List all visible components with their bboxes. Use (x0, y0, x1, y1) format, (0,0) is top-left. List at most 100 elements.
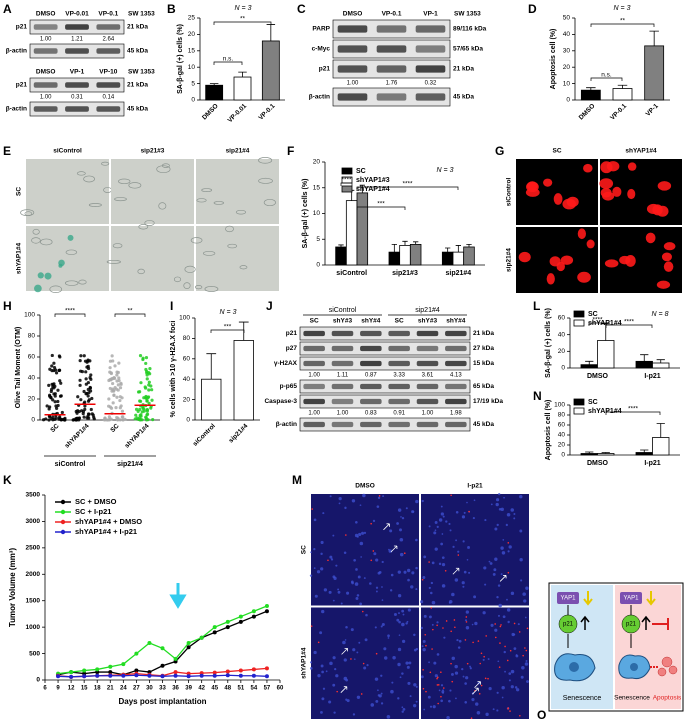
sample-size: N = 3 (614, 5, 631, 12)
dot (113, 364, 117, 368)
nucleus (397, 594, 402, 598)
band (445, 345, 467, 352)
dot (76, 395, 80, 399)
dot (114, 387, 119, 391)
cell-outline (64, 280, 79, 286)
stain (37, 272, 44, 279)
nucleus (430, 591, 433, 595)
quantification: 4.13 (450, 373, 462, 379)
cell-outline (202, 250, 216, 256)
dot (134, 413, 138, 417)
lane-label: DMSO (36, 69, 56, 76)
tunel (375, 652, 378, 655)
cell-outline (137, 268, 145, 275)
nucleus (462, 675, 465, 678)
nucleus (415, 588, 418, 591)
nucleus (358, 641, 361, 644)
y-tick-label: 5 (316, 236, 320, 243)
nucleus (412, 703, 417, 708)
error-bar (338, 244, 344, 247)
nucleus (383, 647, 387, 651)
y-tick-label: 60 (558, 315, 566, 322)
nucleus (358, 532, 362, 537)
nucleus (508, 679, 511, 682)
kda-label: 45 kDa (127, 106, 148, 113)
up-arrow (641, 615, 651, 630)
nucleus (359, 541, 364, 546)
nucleus (397, 508, 402, 512)
nucleus (506, 598, 508, 601)
y-tick-label: 40 (563, 31, 571, 38)
apoptotic-body (657, 667, 667, 677)
blot-strip (299, 394, 471, 409)
comet (586, 239, 595, 249)
dot (41, 418, 46, 422)
nucleus (431, 600, 436, 605)
row-label: shYAP1#4 (301, 647, 308, 679)
nucleus (329, 495, 332, 498)
cell-outline (112, 243, 123, 249)
x-tick-label: 21 (107, 686, 114, 692)
bar (233, 340, 254, 421)
nucleus (502, 539, 505, 541)
nucleus (502, 615, 506, 619)
nucleus (466, 559, 469, 561)
nucleus (401, 609, 405, 613)
comet (645, 232, 656, 244)
band (96, 24, 121, 30)
y-tick-label: 0 (561, 452, 565, 459)
dot (112, 393, 116, 397)
nucleus (406, 568, 411, 573)
tunel (440, 695, 442, 698)
dot (109, 406, 114, 410)
error-bar (649, 30, 659, 46)
cell-outline (204, 286, 219, 292)
error-bar (445, 247, 451, 253)
band (445, 398, 467, 405)
significance-bracket (54, 313, 86, 317)
y-tick-label: 3000 (26, 518, 41, 525)
quantification: 1.21 (71, 37, 83, 43)
nucleus (355, 596, 359, 600)
band (33, 48, 58, 54)
nucleus (401, 672, 404, 675)
nucleus (507, 550, 510, 553)
nucleus (494, 628, 498, 632)
cell-outline (31, 237, 41, 244)
nucleus (429, 705, 433, 708)
nucleus (354, 582, 359, 586)
y-axis-label: % cells with >10 γ-H2A.X foci (170, 321, 177, 418)
nucleus (515, 654, 518, 656)
band (415, 65, 446, 73)
dot (116, 383, 120, 387)
quantification: 1.00 (308, 411, 320, 417)
nucleus (522, 592, 526, 596)
y-tick-label: 0 (316, 262, 320, 269)
target-label: p21 (626, 622, 637, 628)
point (56, 674, 61, 679)
comet (612, 186, 622, 197)
dot (107, 378, 111, 383)
dot (109, 371, 113, 375)
nucleus (498, 507, 502, 511)
point (238, 614, 243, 619)
y-tick-label: 0 (566, 97, 570, 104)
tunel (506, 659, 509, 662)
nucleus (399, 537, 404, 542)
band (360, 330, 382, 337)
lane-label: VP-0.1 (382, 11, 402, 18)
x-tick-label: 6 (43, 686, 47, 692)
nucleus (503, 496, 505, 499)
panel-letter: L (533, 299, 540, 313)
comet (661, 252, 672, 262)
cell-line: SW 1353 (128, 69, 155, 76)
panel-letter: J (266, 299, 273, 313)
significance-bracket (213, 61, 243, 65)
nucleus (329, 555, 333, 559)
nucleus (442, 689, 444, 691)
nucleus (384, 656, 388, 660)
nucleus (440, 684, 444, 687)
nucleus (449, 529, 452, 532)
blot-strip (299, 326, 471, 341)
cell-outline (225, 225, 234, 233)
